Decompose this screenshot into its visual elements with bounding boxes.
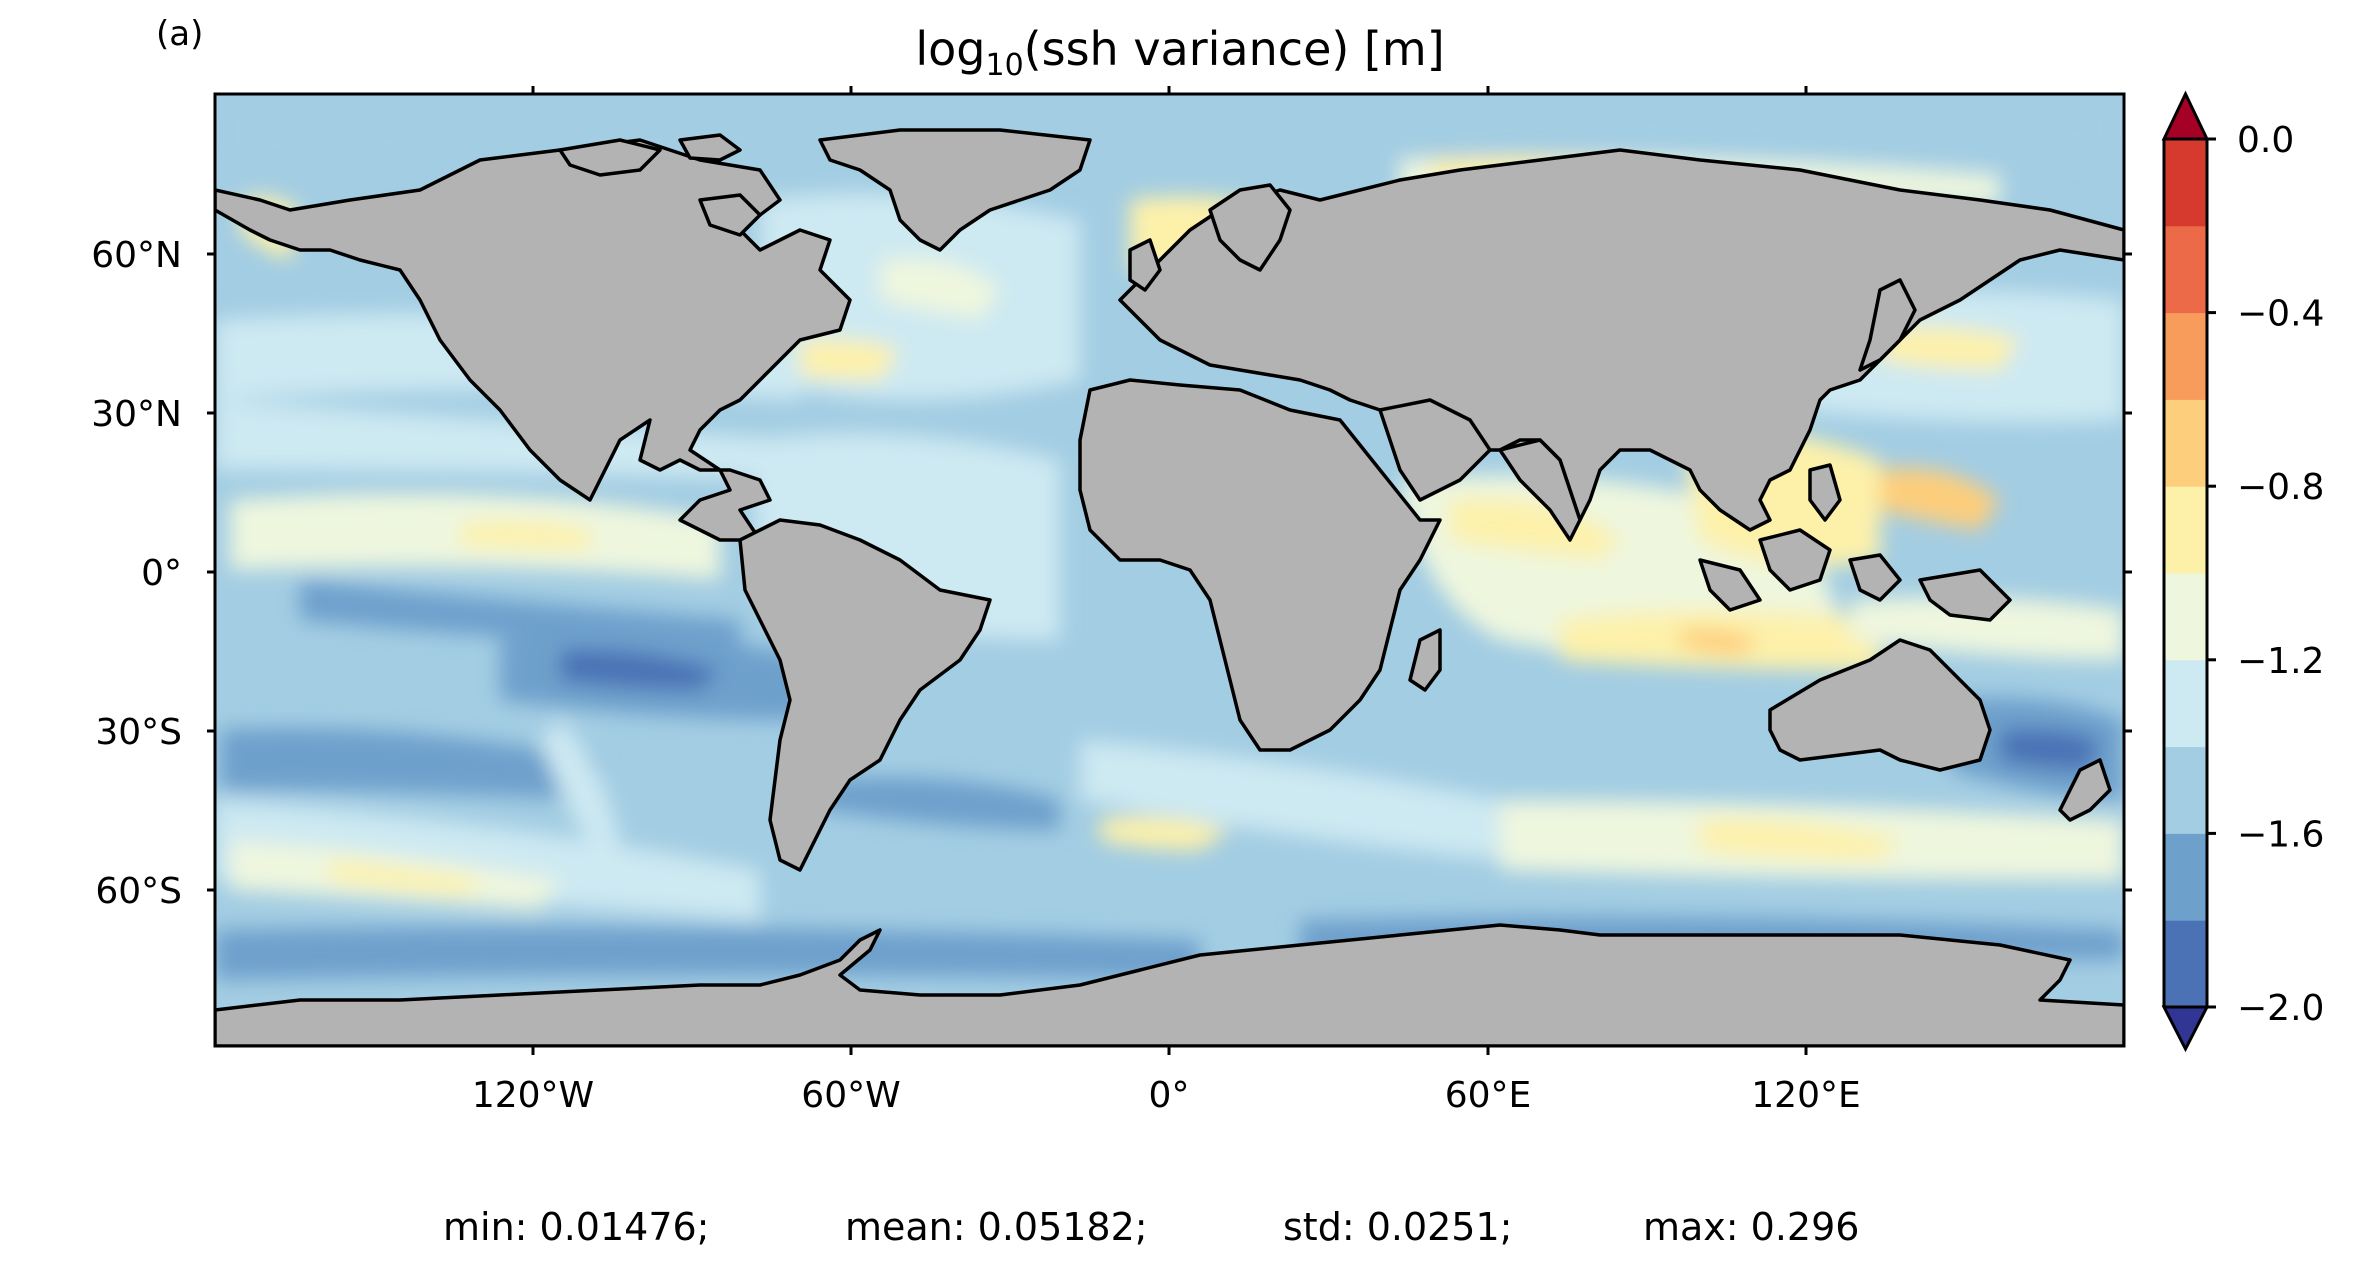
y-tick-label: 30°N [91,394,182,435]
colorbar-tick-label: −2.0 [2237,988,2324,1029]
panel-label: (a) [156,14,204,54]
colorbar-tick-label: −1.2 [2237,641,2324,682]
land-greenland [818,128,1092,252]
colorbar-tick-label: 0.0 [2237,120,2294,161]
x-ticks [531,86,1808,1055]
y-tick-labels: 60°N 30°N 0° 30°S 60°S [91,235,182,912]
x-tick-label: 60°E [1445,1075,1532,1116]
colorbar-over-triangle [2161,90,2210,141]
colorbar-ticks [2207,137,2216,1009]
colorbar-segment [2164,833,2207,921]
stat-max: max: 0.296 [1643,1205,1860,1249]
colorbar-segment [2164,225,2207,314]
y-ticks [207,252,2132,892]
colorbar-frame [2162,139,2209,1007]
colorbar-segment [2164,312,2207,400]
stat-mean: mean: 0.05182; [845,1205,1148,1249]
x-tick-label: 0° [1149,1075,1190,1116]
y-tick-label: 60°S [95,871,182,912]
colorbar-tick-label: −0.8 [2237,467,2324,508]
title-suffix: (ssh variance) [m] [1023,22,1445,76]
colorbar-under-triangle [2161,1005,2210,1053]
map-area [215,94,2124,1046]
colorbar-segment [2164,139,2207,227]
land-south-america [738,518,992,872]
colorbar-segment [2164,920,2207,1008]
colorbar-segment [2164,486,2207,574]
stat-min: min: 0.01476; [443,1205,710,1249]
colorbar-segment [2164,399,2207,487]
x-tick-label: 120°E [1751,1075,1860,1116]
colorbar-segment [2164,573,2207,661]
x-tick-label: 60°W [801,1075,900,1116]
colorbar: 0.0 −0.4 −0.8 −1.2 −1.6 −2.0 [2161,90,2324,1053]
map-title: log10(ssh variance) [m] [0,22,2362,83]
stat-std: std: 0.0251; [1283,1205,1513,1249]
y-tick-label: 60°N [91,235,182,276]
colorbar-segment [2164,746,2207,834]
land-australia [1768,638,1992,772]
colorbar-tick-labels: 0.0 −0.4 −0.8 −1.2 −1.6 −2.0 [2237,120,2324,1029]
land-antarctica [215,923,2124,1046]
x-tick-label: 120°W [472,1075,594,1116]
colorbar-segment [2164,659,2207,748]
title-subscript: 10 [985,48,1024,83]
title-prefix: log [915,22,986,76]
y-tick-label: 30°S [95,712,182,753]
colorbar-tick-label: −1.6 [2237,814,2324,855]
colorbar-segments [2164,139,2207,1008]
y-tick-label: 0° [141,553,182,594]
land-africa [1078,378,1442,752]
land-masses [215,128,2124,1046]
x-tick-labels: 120°W 60°W 0° 60°E 120°E [472,1075,1861,1116]
colorbar-tick-label: −0.4 [2237,294,2324,335]
